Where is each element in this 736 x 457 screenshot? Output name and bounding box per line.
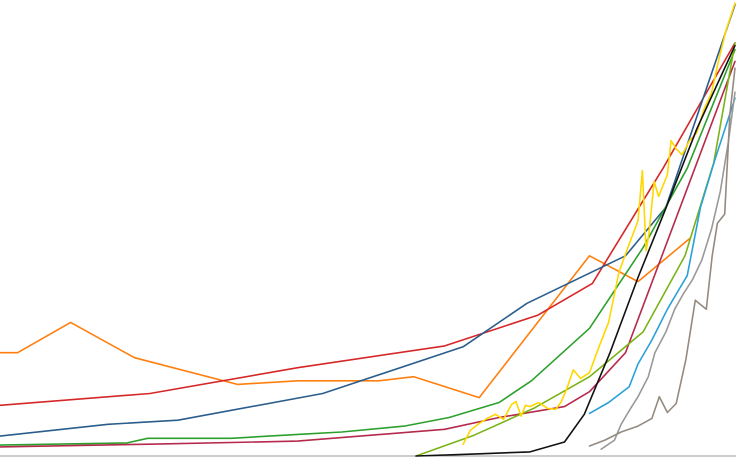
series-line-8 <box>415 44 736 457</box>
series-line-3 <box>0 4 736 437</box>
series-line-9 <box>588 97 736 415</box>
series-line-7 <box>462 2 736 446</box>
series-line-6 <box>415 42 736 457</box>
series-line-2 <box>0 42 736 407</box>
series-line-11 <box>588 67 736 447</box>
series-line-4 <box>0 48 736 446</box>
series-line-10 <box>600 91 736 451</box>
series-line-1 <box>0 237 692 399</box>
